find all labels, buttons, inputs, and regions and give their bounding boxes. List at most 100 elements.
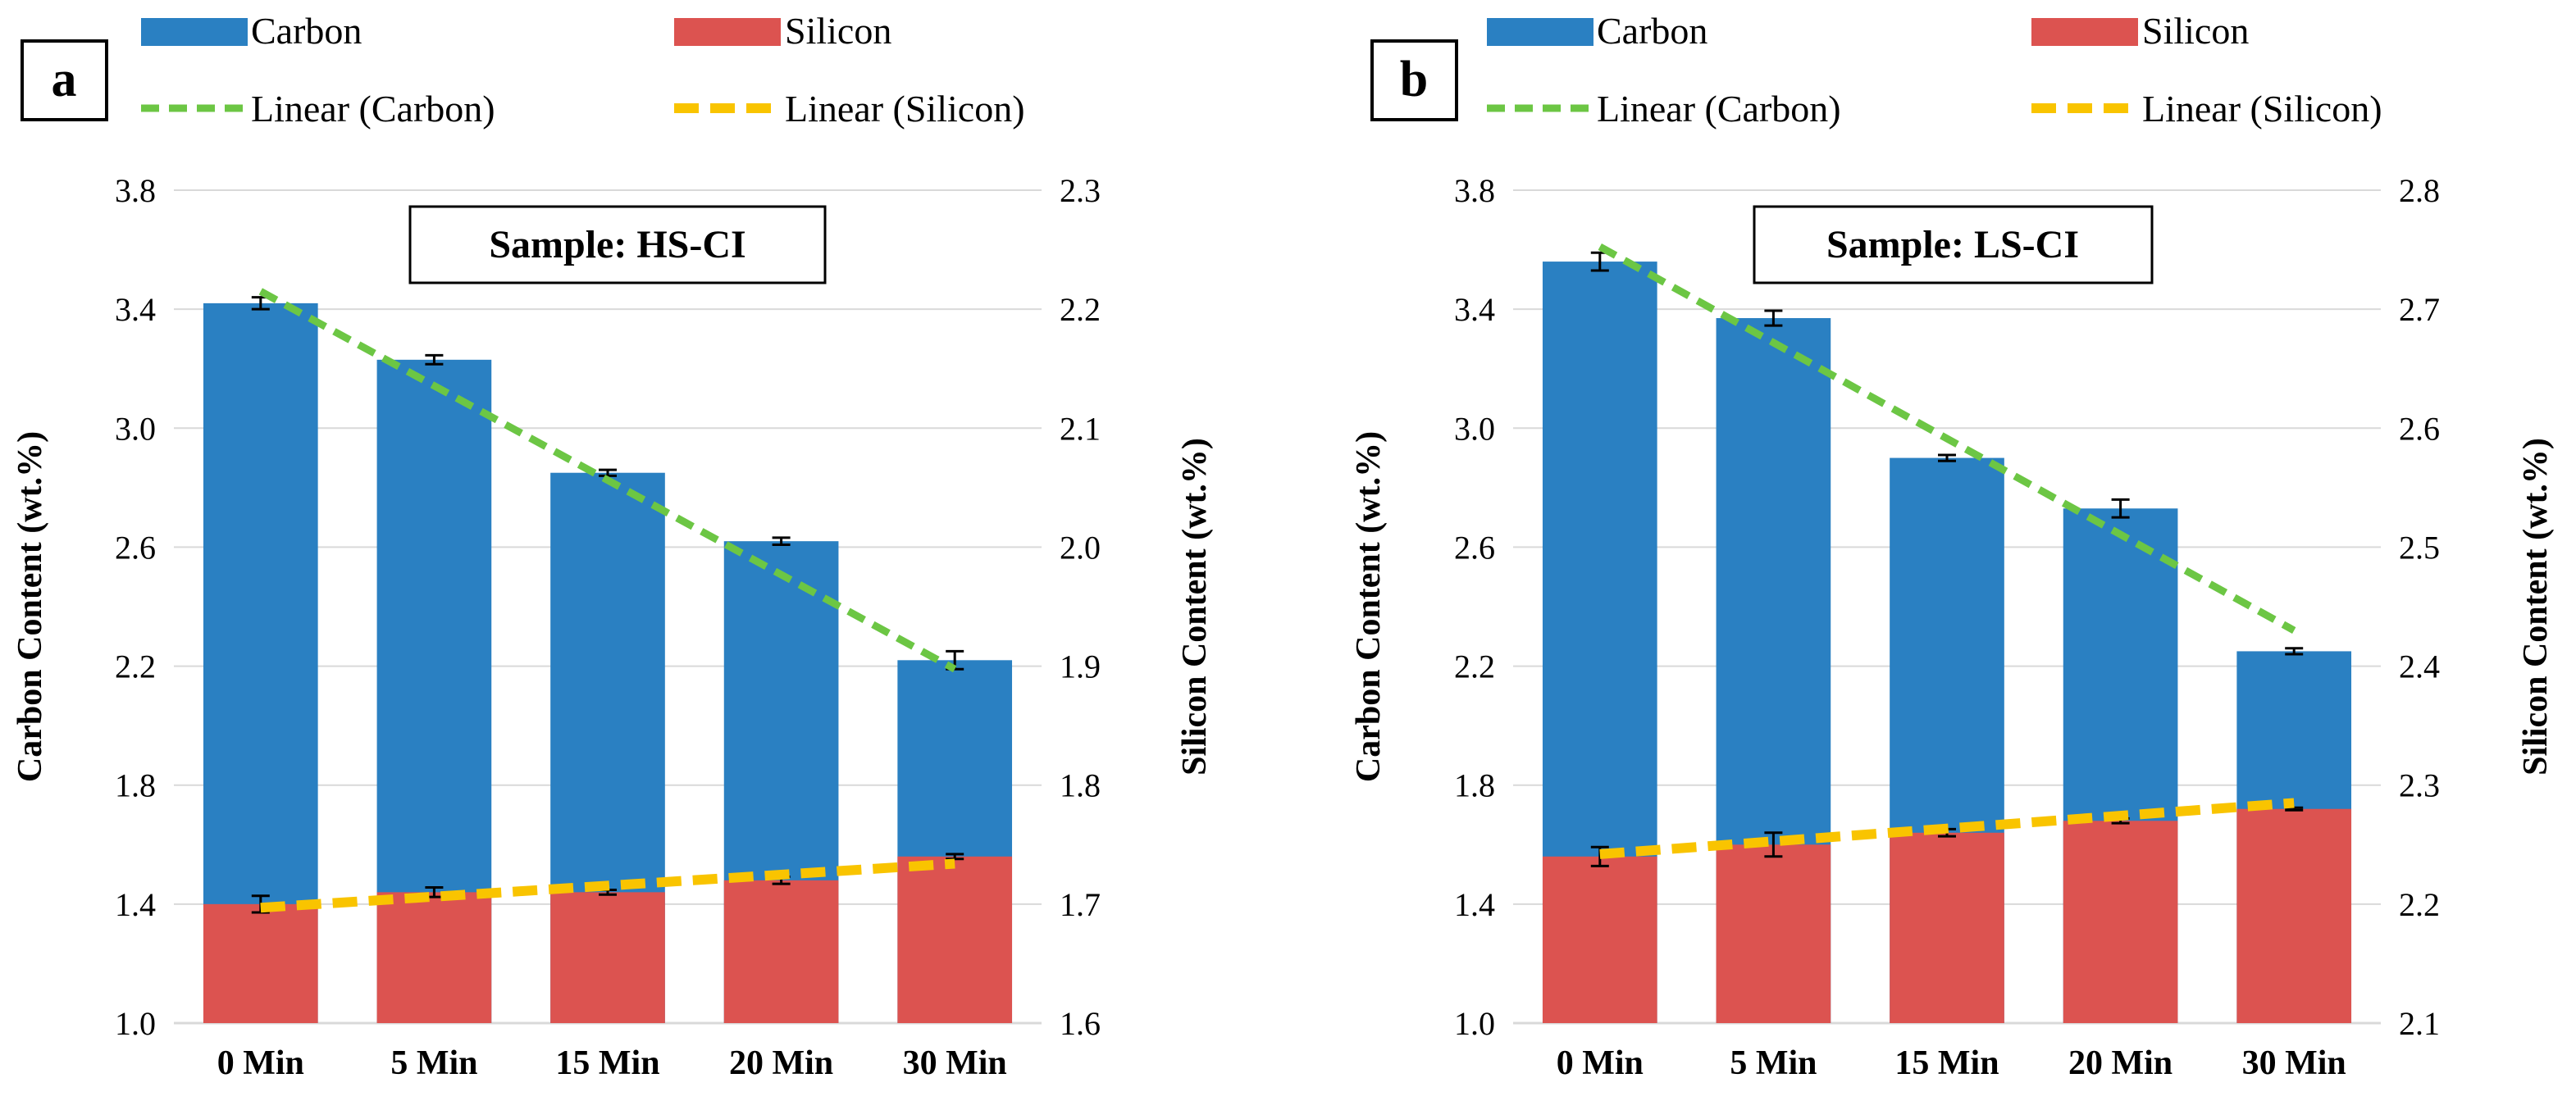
y2-tick-label: 2.2 [2399, 886, 2440, 923]
y-tick-label: 3.4 [115, 291, 156, 328]
plot-area: 1.0 1.4 1.8 2.2 2.6 3.0 3.4 3.8 1.6 1.7 1.8 1.9 2.0 2… [11, 172, 1214, 1082]
y-tick-label: 3.8 [1454, 172, 1495, 209]
x-tick-label: 30 Min [2242, 1044, 2346, 1082]
panel-b: b Carbon Silicon Linear (Carbon) Linear … [1350, 10, 2555, 1082]
y2-tick-label: 1.6 [1060, 1005, 1101, 1042]
panel-a: a Carbon Silicon Linear (Carbon) Linear … [11, 10, 1214, 1082]
y-tick-label: 1.0 [1454, 1005, 1495, 1042]
legend-label-linear-silicon: Linear (Silicon) [785, 88, 1025, 130]
panel-letter: b [1400, 52, 1428, 107]
legend-swatch-silicon [2031, 18, 2138, 46]
trendline-silicon [1599, 798, 2295, 859]
bar-silicon [376, 892, 492, 1023]
legend-label-silicon: Silicon [2142, 10, 2249, 52]
y-tick-label: 2.6 [1454, 529, 1495, 566]
sample-annotation: Sample: LS-CI [1753, 205, 2154, 284]
legend-label-linear-carbon: Linear (Carbon) [251, 88, 495, 130]
legend-swatch-carbon [141, 18, 248, 46]
trendlines [1598, 243, 2296, 859]
y-tick-label: 1.8 [115, 767, 156, 804]
y2-tick-label: 2.4 [2399, 648, 2440, 685]
bar-silicon [2236, 808, 2352, 1023]
y2-tick-label: 2.3 [1060, 172, 1101, 209]
legend-label-linear-silicon: Linear (Silicon) [2142, 88, 2382, 130]
bar-silicon [550, 892, 665, 1023]
plot-area: 1.0 1.4 1.8 2.2 2.6 3.0 3.4 3.8 2.1 2.2 2.3 2.4 2.5 2… [1350, 172, 2555, 1082]
bar-silicon [1890, 832, 2004, 1023]
legend-label-silicon: Silicon [785, 10, 891, 52]
x-tick-label: 20 Min [2068, 1044, 2173, 1082]
x-tick-label: 15 Min [1894, 1044, 1999, 1082]
panel-letter-box: b [1370, 39, 1458, 121]
y2-tick-label: 2.1 [2399, 1005, 2440, 1042]
error-bar-carbon [1938, 453, 1956, 462]
bars [203, 296, 1013, 1023]
trendline-carbon [258, 288, 957, 673]
tick-labels: 1.0 1.4 1.8 2.2 2.6 3.0 3.4 3.8 2.1 2.2 2.3 2.4 2.5 2… [1454, 172, 2440, 1082]
legend-swatch-silicon [674, 18, 781, 46]
legend-label-carbon: Carbon [1597, 10, 1707, 52]
x-tick-label: 0 Min [217, 1044, 304, 1082]
y2-tick-label: 2.3 [2399, 767, 2440, 804]
y-tick-label: 1.4 [1454, 886, 1495, 923]
y2-tick-label: 1.8 [1060, 767, 1101, 804]
bar-silicon [1716, 844, 1831, 1023]
x-tick-label: 20 Min [729, 1044, 833, 1082]
y2-tick-label: 2.8 [2399, 172, 2440, 209]
bar-silicon [1542, 856, 1657, 1023]
error-bar-carbon [772, 536, 791, 547]
legend: Carbon Silicon Linear (Carbon) Linear (S… [1487, 10, 2382, 130]
y-tick-label: 2.2 [1454, 648, 1495, 685]
y-tick-label: 3.4 [1454, 291, 1495, 328]
y2-axis-title: Silicon Content (wt.%) [1176, 438, 1214, 776]
error-bar-silicon [1764, 831, 1783, 858]
y2-tick-label: 2.2 [1060, 291, 1101, 328]
y-tick-label: 3.8 [115, 172, 156, 209]
trendlines [258, 288, 957, 913]
panel-letter-box: a [21, 39, 108, 121]
x-tick-label: 30 Min [903, 1044, 1007, 1082]
sample-annotation: Sample: HS-CI [408, 205, 827, 284]
y2-tick-label: 1.7 [1060, 886, 1101, 923]
error-bar-carbon [599, 468, 617, 477]
y-tick-label: 2.2 [115, 648, 156, 685]
bars [1542, 251, 2352, 1024]
error-bar-silicon [946, 853, 964, 861]
trendline-carbon [1598, 243, 2296, 634]
error-bar-carbon [1764, 309, 1783, 327]
y2-tick-label: 2.7 [2399, 291, 2440, 328]
bar-silicon [723, 880, 839, 1023]
y-tick-label: 2.6 [115, 529, 156, 566]
x-tick-label: 15 Min [555, 1044, 659, 1082]
trendline-silicon [260, 858, 955, 913]
y2-tick-label: 2.6 [2399, 410, 2440, 447]
y2-axis-title: Silicon Content (wt.%) [2517, 438, 2555, 776]
y-axis-title: Carbon Content (wt.%) [11, 431, 49, 782]
sample-annotation-text: Sample: HS-CI [489, 223, 745, 266]
y-tick-label: 1.4 [115, 886, 156, 923]
y-axis-title: Carbon Content (wt.%) [1350, 431, 1388, 782]
panel-letter: a [52, 52, 77, 107]
y-tick-label: 3.0 [115, 410, 156, 447]
y2-tick-label: 2.0 [1060, 529, 1101, 566]
legend-label-carbon: Carbon [251, 10, 362, 52]
y2-tick-label: 2.5 [2399, 529, 2440, 566]
legend: Carbon Silicon Linear (Carbon) Linear (S… [141, 10, 1025, 130]
sample-annotation-text: Sample: LS-CI [1826, 223, 2079, 266]
error-bar-carbon [2285, 647, 2304, 656]
y-tick-label: 1.8 [1454, 767, 1495, 804]
legend-swatch-carbon [1487, 18, 1593, 46]
bar-silicon [897, 856, 1013, 1023]
bar-silicon [2063, 821, 2178, 1023]
error-bar-carbon [425, 353, 444, 366]
y2-tick-label: 2.1 [1060, 410, 1101, 447]
tick-labels: 1.0 1.4 1.8 2.2 2.6 3.0 3.4 3.8 1.6 1.7 1.8 1.9 2.0 2… [115, 172, 1101, 1082]
y-tick-label: 1.0 [115, 1005, 156, 1042]
y-tick-label: 3.0 [1454, 410, 1495, 447]
x-tick-label: 0 Min [1557, 1044, 1644, 1082]
bar-silicon [203, 903, 318, 1023]
y2-tick-label: 1.9 [1060, 648, 1101, 685]
x-tick-label: 5 Min [1730, 1044, 1817, 1082]
x-tick-label: 5 Min [390, 1044, 477, 1082]
